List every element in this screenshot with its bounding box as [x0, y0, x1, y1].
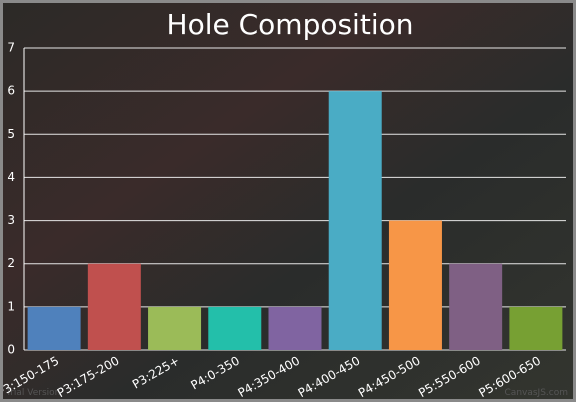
bar: [449, 263, 503, 350]
y-tick-label: 7: [7, 41, 15, 55]
y-tick-label: 4: [7, 170, 15, 184]
y-tick-label: 6: [7, 84, 15, 98]
bar: [268, 306, 322, 350]
bar: [87, 263, 141, 350]
y-tick-label: 5: [7, 127, 15, 141]
chart-title: Hole Composition: [167, 8, 414, 41]
bar: [388, 220, 442, 350]
y-tick-label: 3: [7, 213, 15, 227]
bar: [27, 306, 81, 350]
y-tick-label: 0: [7, 343, 15, 357]
watermark: CanvasJS.com: [505, 388, 568, 398]
bar: [509, 306, 563, 350]
y-tick-label: 1: [7, 299, 15, 313]
bar: [208, 306, 262, 350]
y-tick-label: 2: [7, 256, 15, 270]
bar: [328, 91, 382, 351]
watermark: Trial Version: [5, 388, 60, 398]
bar: [148, 306, 202, 350]
